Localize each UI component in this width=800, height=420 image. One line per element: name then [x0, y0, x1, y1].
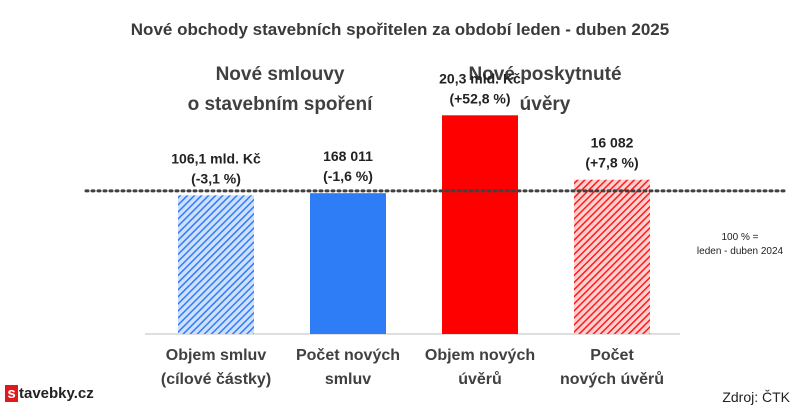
reference-line-label: 100 % = leden - duben 2024 [680, 231, 800, 259]
group-title-contracts-line2: o stavebním spoření [187, 94, 373, 115]
data-label-value-4: 16 082 [591, 135, 634, 151]
bar-4 [574, 179, 650, 334]
group-title-contracts: Nové smlouvy o stavebním spoření [150, 60, 410, 120]
group-title-loans: Nové poskytnuté úvěry [430, 60, 660, 120]
group-title-contracts-line1: Nové smlouvy [215, 64, 345, 85]
category-label-3-line2: úvěrů [458, 371, 502, 388]
data-label-change-3: (+52,8 %) [449, 90, 510, 106]
data-label-value-3: 20,3 mld. Kč [439, 70, 521, 86]
brand-logo-initial: s [5, 385, 18, 402]
bar-2 [310, 193, 386, 334]
data-label-change-2: (-1,6 %) [323, 168, 373, 184]
category-label-4-line1: Počet [590, 347, 634, 364]
bar-1 [178, 195, 254, 334]
data-label-value-1: 106,1 mld. Kč [171, 150, 261, 166]
category-label-1-line2: (cílové částky) [161, 371, 271, 388]
brand-logo-text: tavebky.cz [19, 385, 94, 402]
group-title-loans-line1: Nové poskytnuté [468, 64, 622, 85]
category-label-2-line1: Počet nových [296, 347, 400, 364]
category-label-1-line1: Objem smluv [166, 347, 267, 364]
data-label-value-2: 168 011 [323, 148, 373, 164]
category-label-4-line2: nových úvěrů [560, 371, 664, 388]
category-label-2-line2: smluv [325, 371, 371, 388]
chart-title: Nové obchody stavebních spořitelen za ob… [130, 20, 670, 39]
bar-3 [442, 115, 518, 335]
group-title-loans-line2: úvěry [519, 94, 571, 115]
data-label-change-4: (+7,8 %) [585, 155, 638, 171]
data-label-change-1: (-3,1 %) [191, 170, 241, 186]
brand-logo[interactable]: s tavebky.cz [5, 385, 94, 402]
source-label: Zdroj: ČTK [722, 389, 790, 405]
reference-label-line2: leden - duben 2024 [696, 246, 784, 257]
reference-label-line1: 100 % = [721, 232, 759, 243]
category-label-3-line1: Objem nových [425, 347, 535, 364]
